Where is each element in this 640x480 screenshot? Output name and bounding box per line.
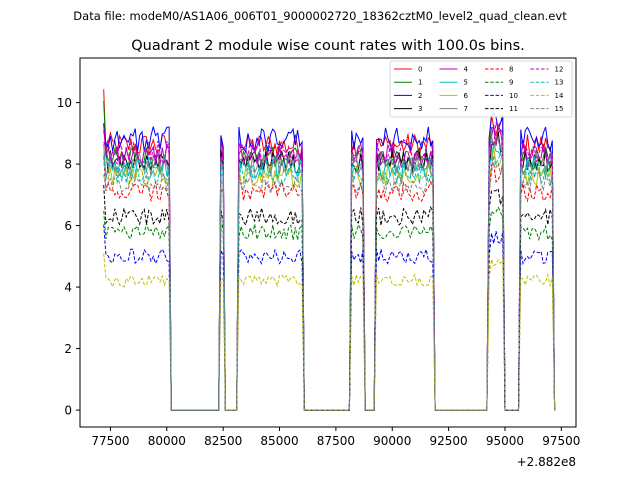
y-tick-label: 0 xyxy=(64,404,72,418)
legend-label-8: 8 xyxy=(509,66,513,74)
legend-label-9: 9 xyxy=(509,79,513,87)
legend-box xyxy=(389,60,573,118)
x-tick-label: 90000 xyxy=(373,434,411,448)
legend-label-2: 2 xyxy=(418,92,422,100)
legend-label-11: 11 xyxy=(509,105,518,113)
y-tick-label: 8 xyxy=(64,158,72,172)
y-tick-label: 6 xyxy=(64,219,72,233)
legend-label-4: 4 xyxy=(464,66,469,74)
legend-label-13: 13 xyxy=(555,79,564,87)
y-tick-label: 2 xyxy=(64,342,72,356)
legend-label-0: 0 xyxy=(418,66,422,74)
legend-label-14: 14 xyxy=(555,92,564,100)
y-tick-label: 10 xyxy=(57,96,72,110)
legend-label-15: 15 xyxy=(555,105,564,113)
figure-suptitle: Data file: modeM0/AS1A06_006T01_90000027… xyxy=(73,9,567,23)
x-tick-label: 97500 xyxy=(542,434,580,448)
legend-label-1: 1 xyxy=(418,79,422,87)
x-tick-label: 80000 xyxy=(148,434,186,448)
x-axis: 77500 80000 82500 85000 87500 90000 92500 95000… xyxy=(91,427,580,448)
x-tick-label: 95000 xyxy=(486,434,524,448)
x-axis-offset-label: +2.882e8 xyxy=(517,455,576,469)
legend-label-3: 3 xyxy=(418,105,422,113)
legend-label-10: 10 xyxy=(509,92,518,100)
x-tick-label: 87500 xyxy=(317,434,355,448)
legend-label-12: 12 xyxy=(555,66,564,74)
legend-label-7: 7 xyxy=(464,105,468,113)
y-tick-label: 4 xyxy=(64,281,72,295)
x-tick-label: 92500 xyxy=(430,434,468,448)
x-tick-label: 77500 xyxy=(91,434,129,448)
x-tick-label: 85000 xyxy=(260,434,298,448)
chart-title: Quadrant 2 module wise count rates with … xyxy=(131,38,525,54)
legend-label-6: 6 xyxy=(464,92,469,100)
y-axis: 0 2 4 6 8 10 xyxy=(57,96,80,418)
legend-label-5: 5 xyxy=(464,79,468,87)
series-line-15 xyxy=(103,155,556,411)
plot-series-group xyxy=(103,89,556,411)
plot-frame xyxy=(79,57,577,428)
x-tick-label: 82500 xyxy=(204,434,242,448)
